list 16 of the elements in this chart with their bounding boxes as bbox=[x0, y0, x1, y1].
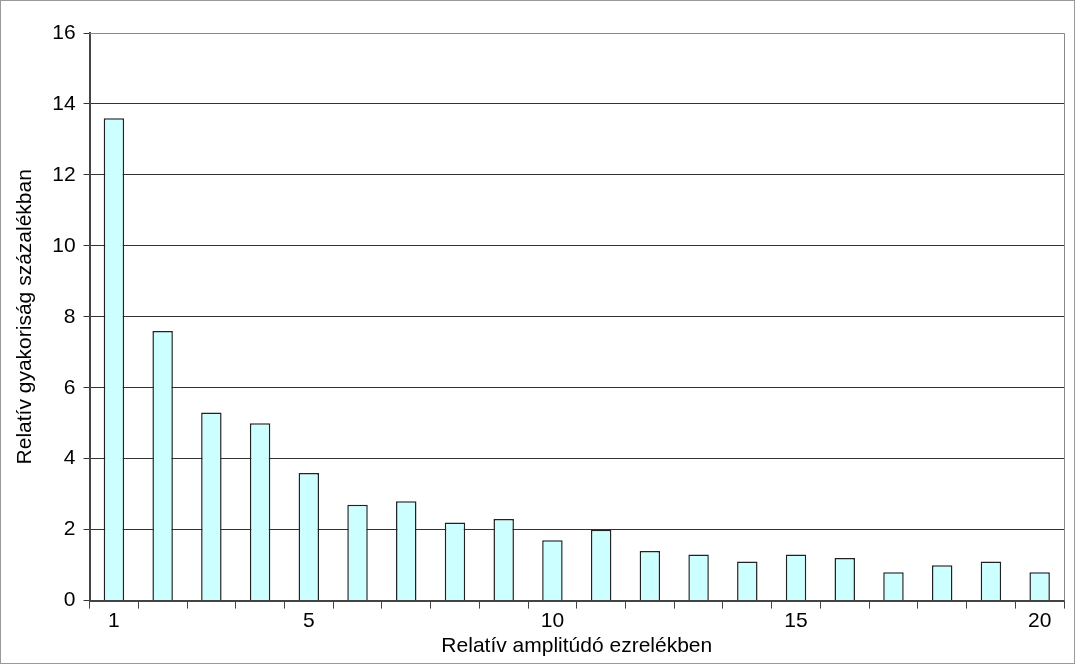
x-tick-label: 20 bbox=[1027, 608, 1052, 631]
y-tick-label: 16 bbox=[52, 19, 76, 43]
y-tick-label: 12 bbox=[52, 161, 76, 185]
y-tick-label: 0 bbox=[63, 587, 76, 611]
y-tick-label: 4 bbox=[63, 445, 76, 469]
y-axis-title: Relatív gyakoriság százalékban bbox=[12, 169, 36, 465]
x-tick-label: 1 bbox=[108, 608, 120, 631]
x-tick-label: 5 bbox=[302, 608, 315, 631]
x-tick-label: 15 bbox=[784, 608, 808, 631]
x-axis-title: Relatív amplitúdó ezrelékben bbox=[441, 633, 713, 657]
x-tick-label: 10 bbox=[540, 608, 565, 631]
y-tick-label: 8 bbox=[63, 303, 76, 327]
y-tick-label: 2 bbox=[63, 516, 76, 540]
y-tick-label: 10 bbox=[52, 232, 76, 256]
y-tick-label: 14 bbox=[52, 90, 76, 114]
y-tick-label: 6 bbox=[63, 374, 76, 398]
